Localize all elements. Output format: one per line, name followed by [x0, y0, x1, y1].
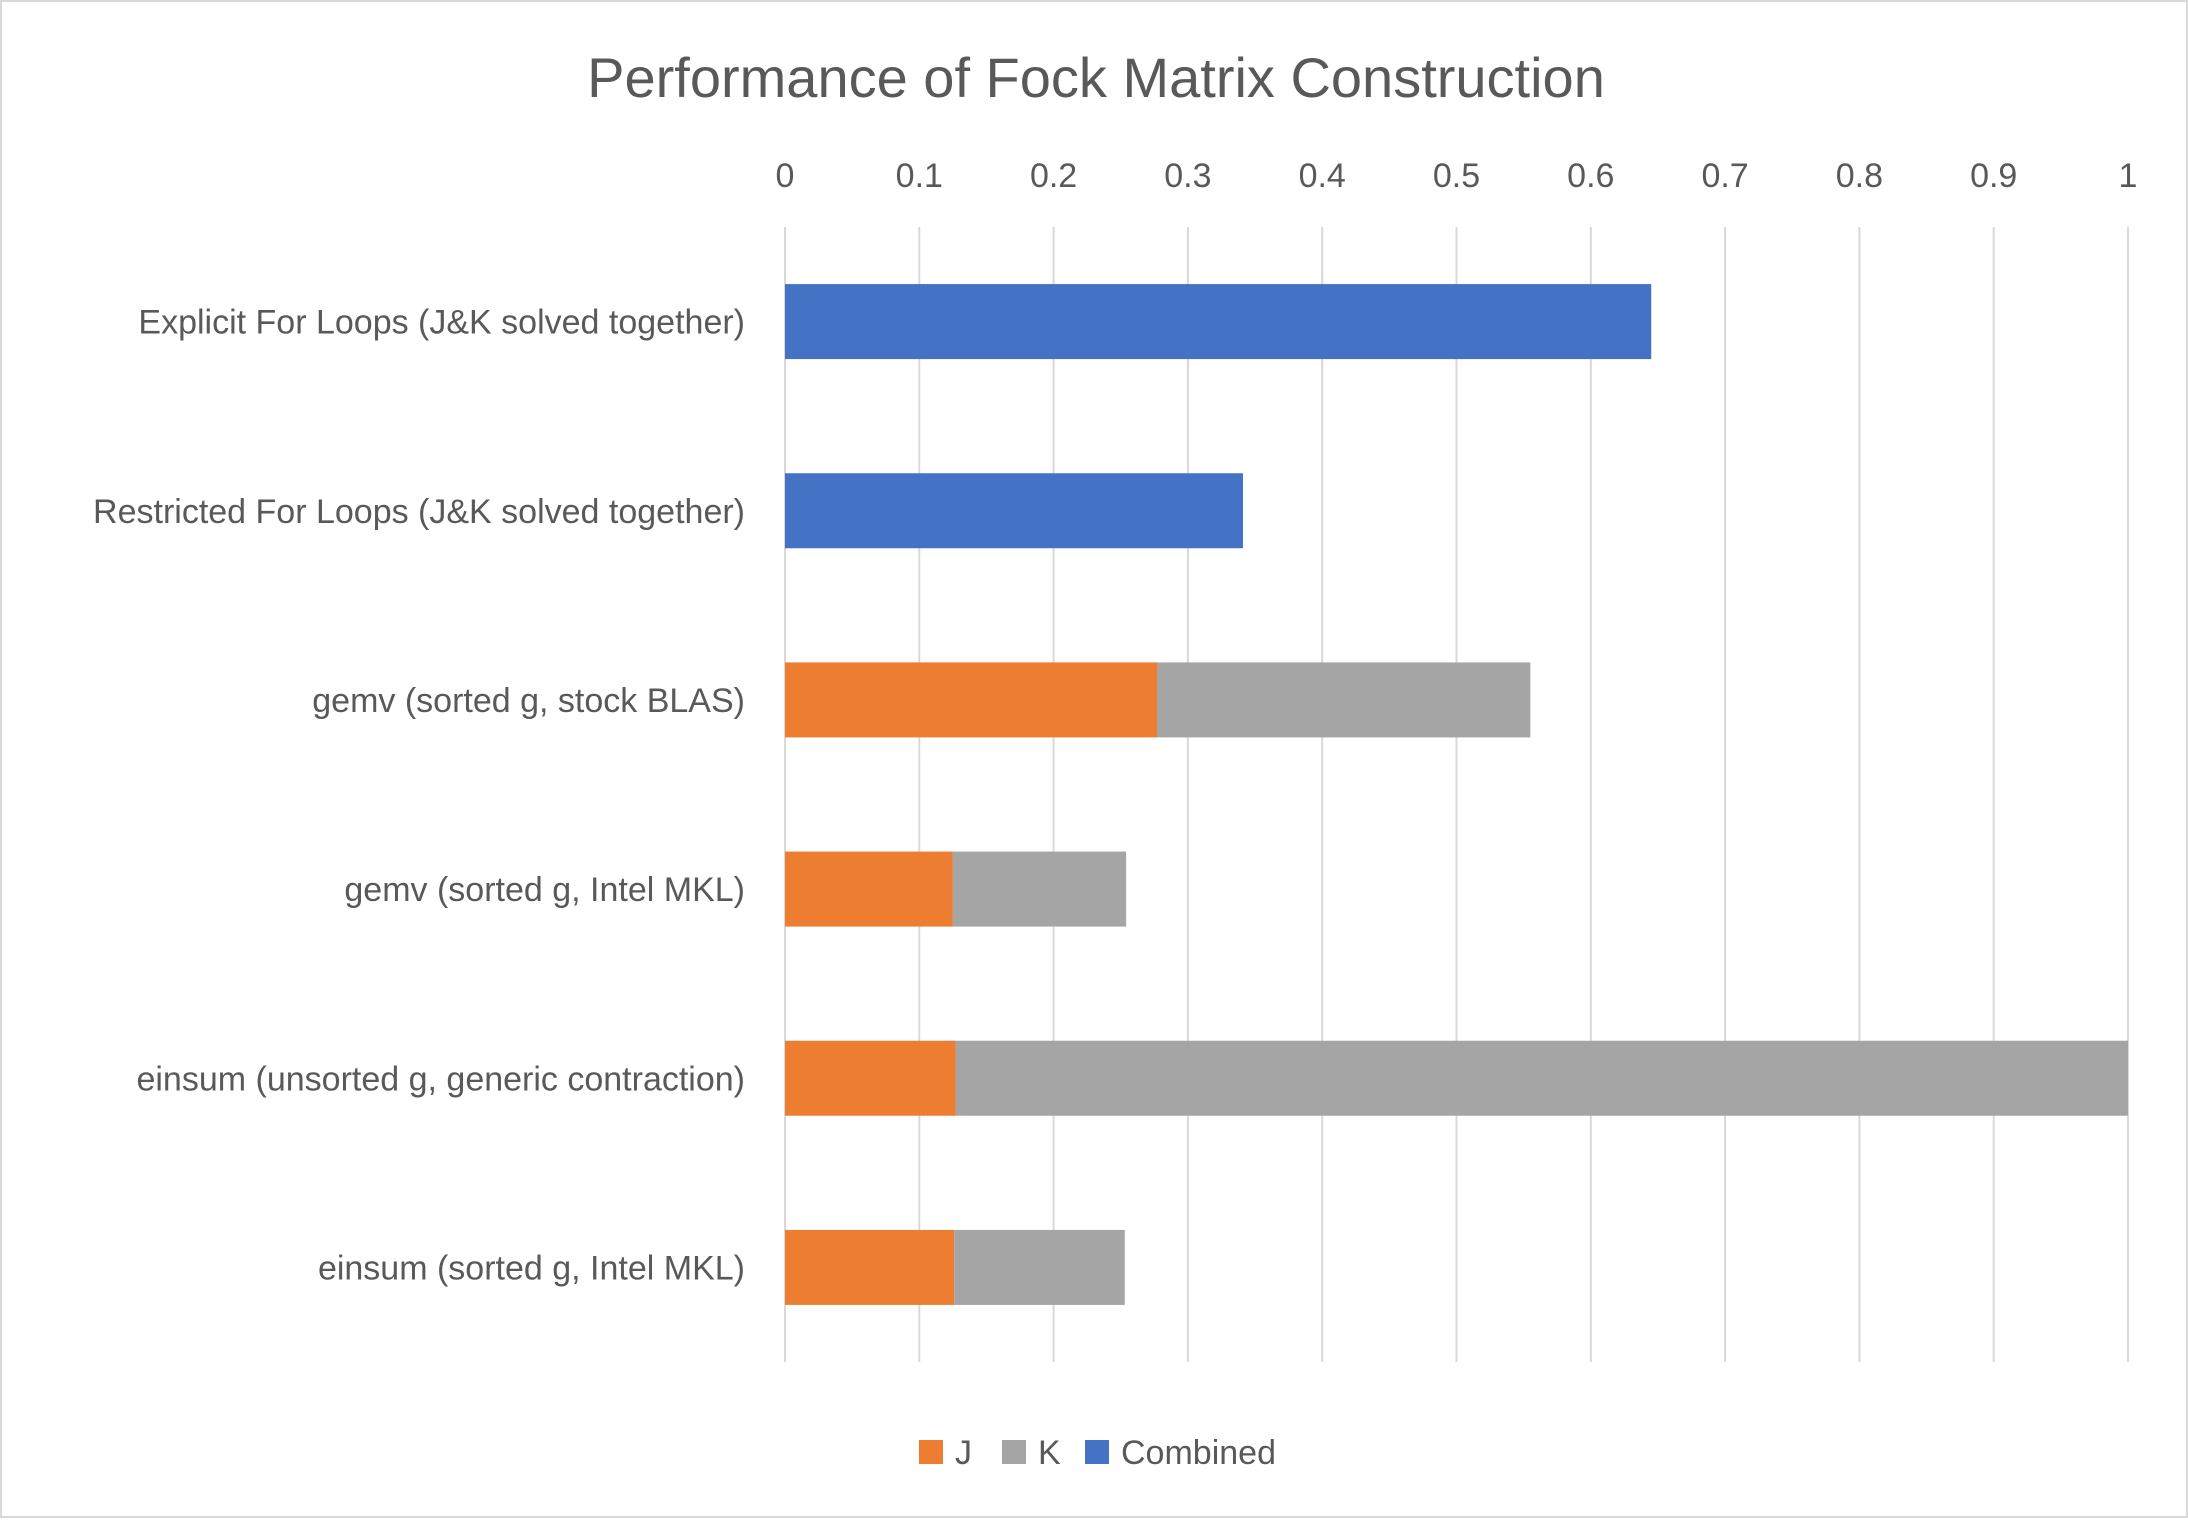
bars: [785, 284, 2128, 1305]
bar-j: [785, 1229, 955, 1305]
x-tick-label: 0.8: [1836, 157, 1883, 195]
x-tick-label: 0.9: [1970, 157, 2017, 195]
x-tick-label: 0.2: [1030, 157, 1077, 195]
gridlines: [784, 227, 2129, 1362]
legend-label: Combined: [1121, 1434, 1276, 1472]
x-tick-label: 0.4: [1299, 157, 1346, 195]
bar-k: [954, 1229, 1125, 1305]
category-label: einsum (unsorted g, generic contraction): [136, 1060, 745, 1098]
category-label: gemv (sorted g, stock BLAS): [312, 682, 745, 720]
x-tick-label: 1: [2119, 157, 2138, 195]
category-label: Explicit For Loops (J&K solved together): [138, 304, 745, 342]
bar-combined: [785, 284, 1652, 360]
x-axis-ticks: 0 0.1 0.2 0.3 0.4 0.5 0.6 0.7 0.8 0.9 1: [776, 157, 2138, 195]
legend: J K Combined: [919, 1434, 1276, 1472]
x-tick-label: 0.7: [1701, 157, 1748, 195]
bar-k: [1157, 662, 1531, 738]
x-tick-label: 0.6: [1567, 157, 1614, 195]
legend-swatch-k: [1002, 1440, 1026, 1464]
legend-label: K: [1038, 1434, 1061, 1472]
chart-title: Performance of Fock Matrix Construction: [587, 46, 1605, 109]
x-tick-label: 0.3: [1164, 157, 1211, 195]
legend-label: J: [955, 1434, 972, 1472]
legend-swatch-combined: [1085, 1440, 1109, 1464]
x-tick-label: 0.1: [896, 157, 943, 195]
bar-k: [952, 851, 1127, 927]
bar-combined: [785, 473, 1243, 549]
category-label: einsum (sorted g, Intel MKL): [318, 1249, 745, 1287]
bar-j: [785, 662, 1158, 738]
bar-j: [785, 851, 953, 927]
bar-j: [785, 1040, 956, 1116]
bar-k: [955, 1040, 2128, 1116]
category-label: Restricted For Loops (J&K solved togethe…: [93, 493, 745, 531]
x-tick-label: 0.5: [1433, 157, 1480, 195]
x-tick-label: 0: [776, 157, 795, 195]
legend-swatch-j: [919, 1440, 943, 1464]
category-label: gemv (sorted g, Intel MKL): [344, 871, 745, 909]
category-labels: Explicit For Loops (J&K solved together)…: [93, 304, 745, 1288]
